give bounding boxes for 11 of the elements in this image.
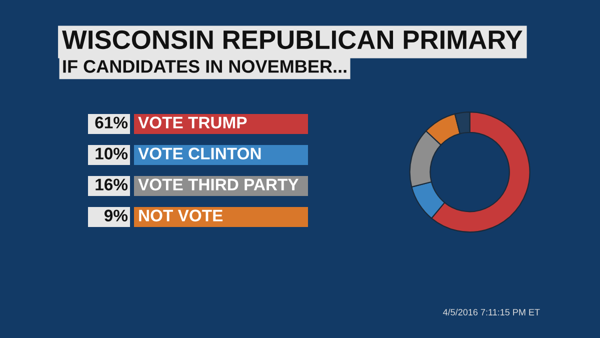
data-label: 9% xyxy=(104,210,128,222)
legend-label: VOTE TRUMP xyxy=(138,116,247,128)
chart-title: WISCONSIN REPUBLICAN PRIMARY xyxy=(62,30,522,50)
legend-label: VOTE CLINTON xyxy=(138,148,261,160)
legend-label: NOT VOTE xyxy=(139,210,223,222)
legend-label: VOTE THIRD PARTY xyxy=(138,178,299,190)
data-label: 10% xyxy=(96,148,128,160)
data-label: 16% xyxy=(96,178,128,190)
text: 4/5/2016 7:11:15 PM ET xyxy=(443,308,540,316)
chart-subtitle: IF CANDIDATES IN NOVEMBER... xyxy=(63,60,346,73)
data-label: 61% xyxy=(95,116,128,128)
